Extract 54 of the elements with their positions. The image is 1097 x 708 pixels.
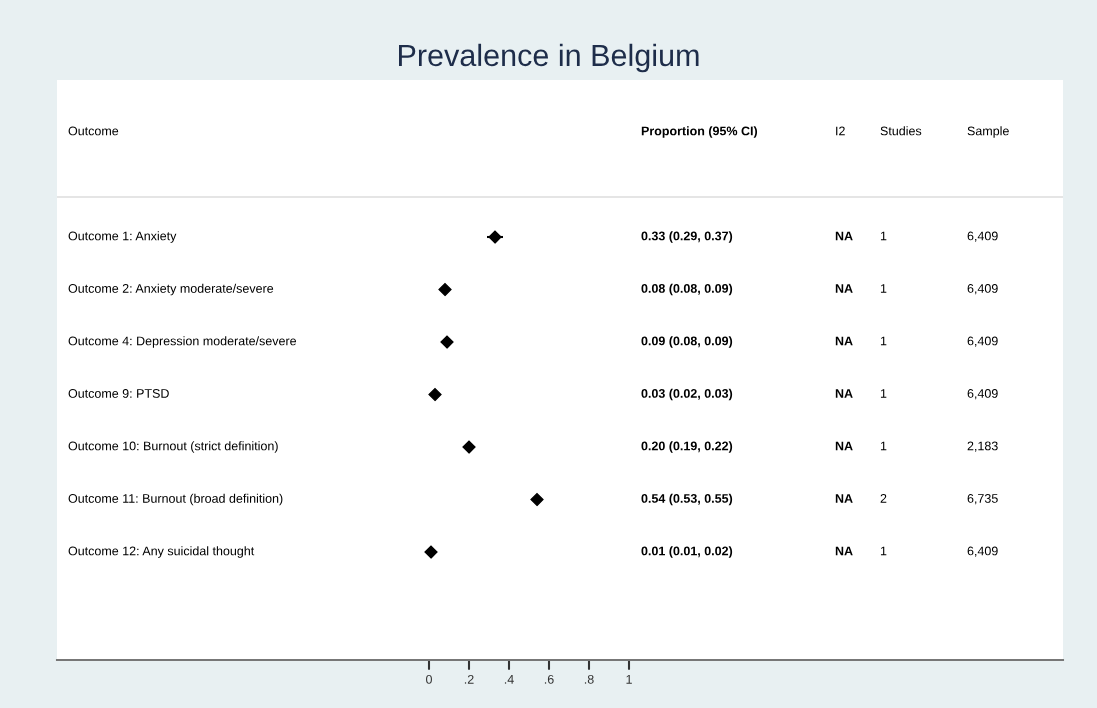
y-tick-label: Outcome 4: Depression moderate/severe xyxy=(68,336,297,348)
y-tick-label: Outcome 10: Burnout (strict definition) xyxy=(68,441,278,453)
annotation: 0.08 (0.08, 0.09) xyxy=(641,283,733,296)
y-tick-label: Outcome 9: PTSD xyxy=(68,389,169,398)
y-tick-label: Outcome 11: Burnout (broad definition) xyxy=(68,493,283,506)
point xyxy=(530,492,544,507)
annotation: 1 xyxy=(880,231,887,241)
x-tick-label: .4 xyxy=(504,675,514,684)
annotation: 6,409 xyxy=(967,284,998,295)
annotation: 6,735 xyxy=(967,494,998,505)
chart-title: Prevalence in Belgium xyxy=(399,43,699,73)
point xyxy=(424,545,438,559)
annotation: 0.20 (0.19, 0.22) xyxy=(641,441,733,453)
annotation: NA xyxy=(835,494,853,503)
annotation: 6,409 xyxy=(967,336,998,347)
annotation: 1 xyxy=(880,336,887,346)
annotation: 2,183 xyxy=(967,441,998,452)
annotation: 1 xyxy=(880,441,887,451)
y-tick-label: Outcome 12: Any suicidal thought xyxy=(68,546,255,558)
text: Proportion (95% CI) xyxy=(641,126,758,138)
annotation: 1 xyxy=(880,284,887,293)
text: Outcome xyxy=(68,126,119,136)
annotation: 1 xyxy=(880,546,887,556)
annotation: NA xyxy=(835,441,853,451)
annotation: NA xyxy=(835,546,853,556)
point xyxy=(488,230,502,244)
text: Studies xyxy=(880,126,922,136)
x-tick-label: .2 xyxy=(464,674,474,684)
annotation: 0.33 (0.29, 0.37) xyxy=(641,231,733,243)
text: Sample xyxy=(967,126,1009,138)
annotation: 0.01 (0.01, 0.02) xyxy=(641,546,733,558)
annotation: 0.54 (0.53, 0.55) xyxy=(641,493,733,506)
point xyxy=(462,440,476,454)
annotation: NA xyxy=(835,389,853,398)
annotation: NA xyxy=(835,336,853,346)
annotation: 0.03 (0.02, 0.03) xyxy=(641,388,733,401)
x-tick-label: 0 xyxy=(426,674,432,684)
annotation: 1 xyxy=(880,389,887,398)
annotation: 6,409 xyxy=(967,231,998,242)
annotation: 6,409 xyxy=(967,546,998,557)
point xyxy=(438,282,452,297)
y-tick-label: Outcome 1: Anxiety xyxy=(68,231,177,243)
annotation: 0.09 (0.08, 0.09) xyxy=(641,336,733,348)
annotation: NA xyxy=(835,284,853,293)
x-tick-label: .6 xyxy=(544,674,554,684)
y-tick-label: Outcome 2: Anxiety moderate/severe xyxy=(68,283,274,296)
annotation: NA xyxy=(835,231,853,241)
x-tick-label: 1 xyxy=(626,675,632,684)
point xyxy=(440,335,454,349)
text: I2 xyxy=(836,126,845,136)
annotation: 2 xyxy=(880,494,887,503)
annotation: 6,409 xyxy=(967,389,998,400)
x-tick-label: .8 xyxy=(584,674,594,684)
point xyxy=(428,387,442,402)
